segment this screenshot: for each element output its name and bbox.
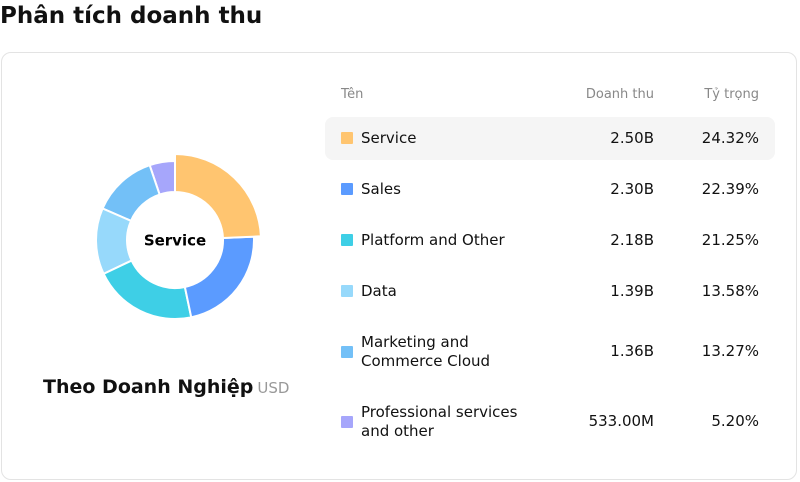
revenue-value: 533.00M xyxy=(588,412,654,430)
donut-slice xyxy=(174,152,262,239)
revenue-value: 2.30B xyxy=(610,179,654,198)
share-value: 24.32% xyxy=(701,128,759,147)
table: Tên Doanh thu Tỷ trọng Service 2.50B 24.32… xyxy=(325,86,775,461)
category-name: Service xyxy=(361,128,417,147)
revenue-value: 1.39B xyxy=(610,281,654,300)
share-value: 13.58% xyxy=(701,281,759,300)
chart-footer: Theo Doanh Nghiệp USD xyxy=(43,376,289,398)
name-cell: Data xyxy=(325,282,555,301)
unit: USD xyxy=(257,379,290,397)
legend-swatch xyxy=(341,234,353,246)
category-name: Marketing and Commerce Cloud xyxy=(361,332,491,370)
legend-swatch xyxy=(341,183,353,195)
legend-swatch xyxy=(341,415,353,428)
table-row: Professional services and other 533.00M 5.… xyxy=(325,391,775,453)
category-name: Platform and Other xyxy=(361,230,505,249)
legend-swatch xyxy=(341,345,353,358)
legend-swatch xyxy=(341,285,353,297)
share-value: 22.39% xyxy=(701,179,759,198)
revenue-value: 2.50B xyxy=(610,128,654,147)
share-value: 13.27% xyxy=(701,342,759,360)
center-label: Service xyxy=(144,232,206,250)
donut-slice xyxy=(101,163,161,223)
name-cell: Sales xyxy=(325,180,555,199)
card xyxy=(1,52,797,480)
share-value: 21.25% xyxy=(701,230,759,249)
name-cell: Service xyxy=(325,129,555,148)
revenue-value: 1.36B xyxy=(610,342,654,360)
page-title: Phân tích doanh thu xyxy=(0,3,263,29)
donut-slice xyxy=(102,259,193,320)
donut-chart: Service xyxy=(95,152,262,320)
category-name: Sales xyxy=(361,179,401,198)
table-row: Marketing and Commerce Cloud 1.36B 13.27% xyxy=(325,321,775,383)
donut-slice xyxy=(183,235,255,319)
name-cell: Platform and Other xyxy=(325,231,555,250)
table-row: Platform and Other 2.18B 21.25% xyxy=(325,219,775,262)
name-cell: Professional services and other xyxy=(325,403,555,441)
table-row: Service 2.50B 24.32% xyxy=(325,116,775,160)
revenue-value: 2.18B xyxy=(610,230,654,249)
name-cell: Marketing and Commerce Cloud xyxy=(325,333,555,371)
legend-swatch xyxy=(341,132,353,144)
table-row: Data 1.39B 13.58% xyxy=(325,270,775,313)
chart-title: Theo Doanh Nghiệp xyxy=(43,376,254,398)
share-value: 5.20% xyxy=(711,412,759,430)
table-header: Tên Doanh thu Tỷ trọng xyxy=(325,86,775,104)
category-name: Professional services and other xyxy=(361,402,518,440)
column-header: Tên xyxy=(341,87,364,102)
column-header: Doanh thu xyxy=(585,87,654,102)
column-header: Tỷ trọng xyxy=(704,87,759,102)
category-name: Data xyxy=(361,281,397,300)
donut-slice xyxy=(95,207,133,276)
table-row: Sales 2.30B 22.39% xyxy=(325,168,775,211)
